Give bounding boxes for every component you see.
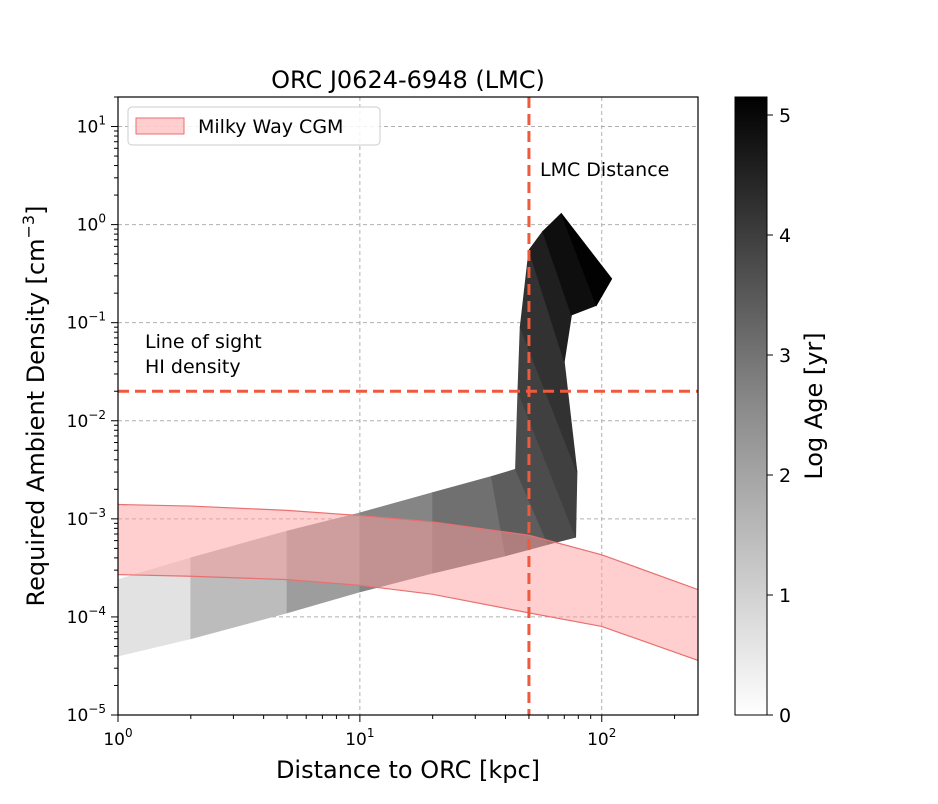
colorbar-label: Log Age [yr] [800, 332, 828, 479]
y-tick-exponent: −3 [88, 506, 106, 520]
x-tick-base: 10 [587, 730, 609, 750]
y-tick-base: 10 [67, 314, 89, 334]
y-tick-exponent: 0 [98, 212, 106, 226]
cgm-band-upper-edge [118, 503, 698, 591]
y-tick-label: 10−5 [67, 702, 106, 726]
x-axis-label: Distance to ORC [kpc] [276, 756, 540, 784]
colorbar-tick-label: 5 [779, 105, 791, 127]
colorbar-tick-label: 0 [779, 705, 791, 727]
y-tick-label: 10−2 [67, 408, 106, 432]
x-tick-label: 100 [103, 726, 132, 750]
colorbar-tick-label: 2 [779, 465, 791, 487]
y-tick-label: 101 [77, 114, 106, 138]
legend-box [127, 106, 381, 146]
colorbar-ticks: 0 1 2 3 4 5 [767, 105, 791, 727]
x-tick-exponent: 1 [367, 726, 375, 740]
annotation-hi-density-line1: Line of sight [145, 331, 262, 353]
y-tick-base: 10 [67, 706, 89, 726]
y-tick-base: 10 [67, 608, 89, 628]
colorbar-tick-label: 1 [779, 585, 791, 607]
colorbar-tick-label: 3 [779, 345, 791, 367]
y-axis-label: Required Ambient Density [cm−3] [19, 206, 50, 607]
y-tick-label: 10−1 [67, 310, 106, 334]
y-tick-exponent: 1 [98, 114, 106, 128]
y-tick-base: 10 [67, 412, 89, 432]
x-axis-ticks: 100 101 102 [103, 715, 676, 750]
y-axis-label-end: ] [22, 206, 50, 215]
x-tick-label: 102 [587, 726, 616, 750]
y-tick-label: 10−4 [67, 604, 106, 628]
y-tick-exponent: −5 [88, 702, 106, 716]
colorbar-gradient [734, 96, 768, 716]
age-track-segment [560, 213, 613, 307]
legend-label-cgm: Milky Way CGM [198, 116, 343, 138]
chart-title: ORC J0624-6948 (LMC) [271, 66, 545, 94]
y-tick-base: 10 [77, 216, 99, 236]
annotation-hi-density-line2: HI density [145, 356, 241, 378]
colorbar-tick-label: 4 [779, 225, 791, 247]
legend-swatch-cgm [135, 117, 185, 135]
plot-frame [117, 96, 699, 716]
y-axis-label-base: Required Ambient Density [cm [22, 239, 50, 607]
y-tick-base: 10 [67, 510, 89, 530]
y-tick-label: 10−3 [67, 506, 106, 530]
legend: Milky Way CGM [127, 106, 381, 146]
plot-area [118, 212, 698, 662]
x-tick-base: 10 [103, 730, 125, 750]
cgm-band-lower-edge [118, 574, 698, 662]
y-tick-label: 100 [77, 212, 106, 236]
annotation-lmc-distance: LMC Distance [540, 159, 669, 181]
x-tick-exponent: 0 [125, 726, 133, 740]
y-tick-exponent: −2 [88, 408, 106, 422]
y-tick-exponent: −1 [88, 310, 106, 324]
colorbar: 0 1 2 3 4 5 Log Age [yr] [734, 96, 828, 727]
x-tick-base: 10 [345, 730, 367, 750]
y-axis-label-sup: −3 [19, 215, 38, 239]
y-tick-exponent: −4 [88, 604, 106, 618]
reference-lines [118, 97, 698, 715]
y-tick-base: 10 [77, 118, 99, 138]
cgm-band [118, 504, 698, 661]
x-tick-exponent: 2 [609, 726, 617, 740]
x-tick-label: 101 [345, 726, 374, 750]
